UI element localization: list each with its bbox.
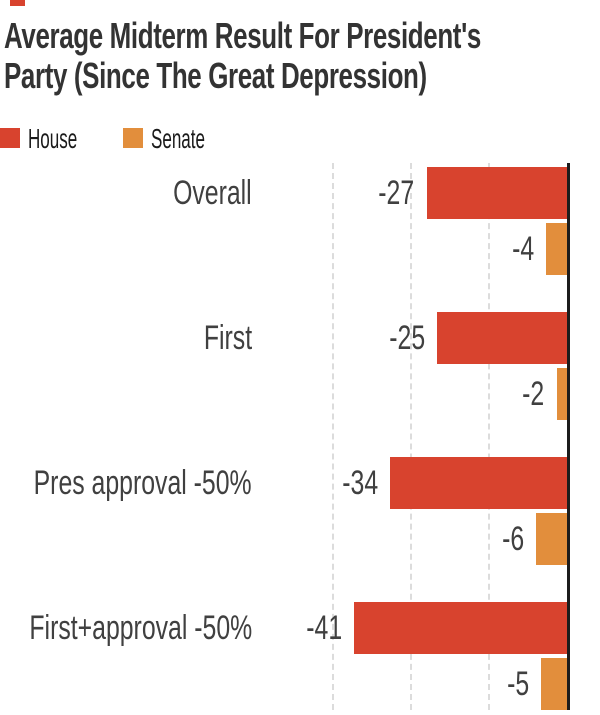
value-label-house-first-approval-50-: -41 <box>305 609 342 647</box>
legend-label-senate: Senate <box>151 123 205 154</box>
value-label-senate-first-approval-50-: -5 <box>506 665 529 703</box>
category-label-first-approval-50-: First+approval -50% <box>29 609 252 647</box>
gridline--45 <box>332 163 334 710</box>
bar-house-first-approval-50- <box>353 602 567 654</box>
legend-label-house: House <box>28 123 78 154</box>
value-label-senate-overall: -4 <box>512 230 535 268</box>
zero-axis-line <box>567 163 570 710</box>
category-label-first: First <box>203 319 252 357</box>
bar-senate-overall <box>546 223 567 275</box>
legend: House Senate <box>0 123 400 154</box>
value-label-senate-pres-approval-50-: -6 <box>501 520 524 558</box>
bar-senate-first <box>556 368 567 420</box>
value-label-house-pres-approval-50-: -34 <box>342 464 379 502</box>
bar-senate-pres-approval-50- <box>535 513 567 565</box>
legend-swatch-senate <box>123 128 143 148</box>
brand-mark <box>10 0 25 6</box>
bar-senate-first-approval-50- <box>541 658 567 710</box>
bar-house-overall <box>426 167 567 219</box>
gridline--15 <box>488 163 490 710</box>
category-label-pres-approval-50-: Pres approval -50% <box>34 464 252 502</box>
legend-swatch-house <box>0 128 20 148</box>
value-label-house-first: -25 <box>389 319 425 357</box>
bar-house-pres-approval-50- <box>390 457 567 509</box>
value-label-senate-first: -2 <box>522 375 545 413</box>
gridline--30 <box>410 163 412 710</box>
chart-title: Average Midterm Result For President's P… <box>4 15 481 96</box>
value-label-house-overall: -27 <box>378 174 415 212</box>
bar-house-first <box>437 312 567 364</box>
category-label-overall: Overall <box>173 174 252 212</box>
